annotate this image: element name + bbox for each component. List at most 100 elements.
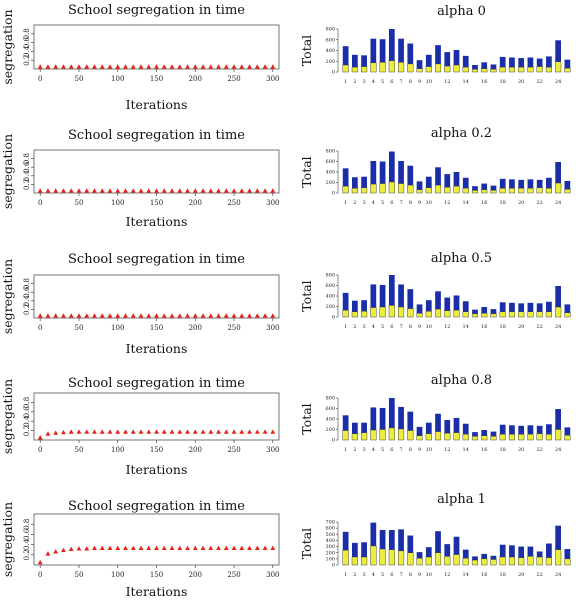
bar-chart-title: alpha 0.2 (431, 126, 492, 141)
bar-base-segment (416, 68, 423, 73)
bar-base-segment (481, 189, 488, 194)
data-point-marker (270, 188, 276, 193)
data-point-marker (254, 313, 260, 318)
data-point-marker (53, 313, 59, 318)
bar-x-tick-label: 18 (500, 572, 506, 578)
bar-total-segment (351, 177, 358, 189)
data-point-marker (68, 188, 74, 193)
data-point-marker (68, 429, 74, 434)
bar-total-segment (342, 415, 349, 431)
bar-base-segment (564, 68, 571, 73)
bar-x-tick-label: 20 (518, 200, 524, 206)
data-point-marker (161, 545, 167, 550)
bar-x-tick-label: 8 (409, 200, 412, 206)
data-point-marker (177, 429, 183, 434)
bar-y-axis-label: Total (299, 280, 314, 311)
bar-base-segment (361, 66, 368, 73)
data-point-marker (216, 64, 221, 69)
bar-x-tick-label: 14 (463, 447, 469, 453)
data-point-marker (270, 545, 276, 550)
bar-total-segment (555, 409, 562, 430)
x-tick-label: 100 (111, 446, 124, 454)
bar-x-tick-label: 5 (381, 200, 384, 206)
bar-base-segment (545, 188, 552, 194)
data-point-marker (262, 429, 268, 434)
bar-total-segment (462, 55, 469, 68)
bar-base-segment (555, 549, 562, 566)
data-point-marker (200, 64, 206, 69)
bar-base-segment (453, 554, 460, 566)
data-point-marker (169, 188, 175, 193)
bar-x-tick-label: 6 (390, 79, 393, 85)
bar-chart-title: alpha 1 (437, 492, 486, 507)
bar-y-tick-label: 0 (332, 191, 335, 197)
bar-total-segment (481, 183, 488, 190)
bar-base-segment (545, 434, 552, 441)
bar-base-segment (397, 428, 405, 441)
bar-x-tick-label: 22 (536, 447, 542, 453)
data-point-marker (115, 188, 121, 193)
bar-y-tick-label: 600 (325, 406, 335, 412)
bar-total-segment (536, 551, 543, 558)
bar-base-segment (564, 312, 571, 318)
bar-base-segment (361, 556, 368, 566)
y-tick-label: 0.6 (23, 36, 31, 48)
data-point-marker (239, 313, 245, 318)
x-tick-label: 0 (38, 571, 42, 579)
data-point-marker (262, 545, 268, 550)
bar-x-tick-label: 20 (518, 572, 524, 578)
bar-total-segment (379, 161, 386, 184)
bar-total-segment (472, 65, 478, 70)
data-point-marker (169, 313, 175, 318)
data-point-marker (216, 429, 221, 434)
bar-chart-title: alpha 0.8 (431, 373, 492, 388)
data-point-marker (192, 64, 198, 69)
bar-base-segment (453, 309, 460, 318)
data-point-marker (99, 429, 105, 434)
bar-x-tick-label: 6 (390, 572, 393, 578)
data-point-marker (262, 313, 268, 318)
x-axis-label: Iterations (126, 214, 188, 229)
data-point-marker (146, 545, 152, 550)
bar-total-segment (481, 553, 488, 559)
bar-base-segment (388, 427, 395, 441)
bar-base-segment (499, 556, 506, 566)
bar-total-segment (351, 54, 358, 68)
y-tick-label: 0.8 (23, 153, 31, 164)
data-point-marker (115, 545, 121, 550)
bar-total-segment (351, 300, 358, 312)
bar-total-segment (518, 58, 525, 68)
x-tick-label: 150 (150, 324, 163, 332)
bar-base-segment (407, 552, 414, 566)
data-point-marker (216, 188, 221, 193)
data-point-marker (37, 435, 43, 440)
data-point-marker (208, 429, 214, 434)
bar-total-segment (499, 56, 506, 68)
y-tick-label: 0.4 (23, 170, 31, 182)
data-point-marker (185, 64, 190, 69)
bar-base-segment (518, 188, 525, 194)
bar-y-tick-label: 0 (332, 70, 335, 76)
data-point-marker (192, 429, 198, 434)
bar-x-tick-label: 1 (344, 200, 347, 206)
bar-base-segment (490, 69, 497, 73)
bar-total-segment (444, 52, 451, 67)
bar-total-segment (527, 179, 534, 189)
data-point-marker (146, 429, 152, 434)
bar-x-tick-label: 20 (518, 447, 524, 453)
data-point-marker (61, 64, 66, 69)
data-point-marker (192, 188, 198, 193)
data-point-marker (92, 64, 97, 69)
data-point-marker (84, 546, 90, 551)
bar-x-tick-label: 1 (344, 447, 347, 453)
bar-x-tick-label: 4 (372, 79, 375, 85)
data-point-marker (37, 188, 43, 193)
segregation-chart-title: School segregation in time (68, 376, 245, 391)
x-axis-label: Iterations (126, 584, 188, 599)
bar-total-segment (564, 180, 571, 190)
bar-total-segment (361, 300, 367, 312)
bar-base-segment (379, 183, 386, 194)
